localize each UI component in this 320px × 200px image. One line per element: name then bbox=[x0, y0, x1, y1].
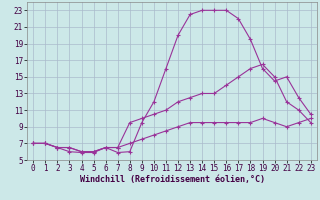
X-axis label: Windchill (Refroidissement éolien,°C): Windchill (Refroidissement éolien,°C) bbox=[79, 175, 265, 184]
